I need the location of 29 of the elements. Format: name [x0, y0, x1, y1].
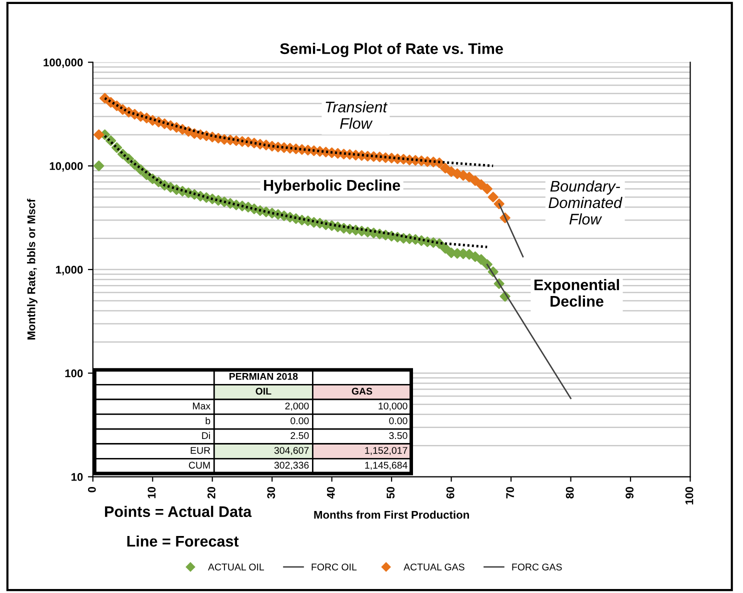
- x-tick-label: 10: [148, 486, 156, 498]
- chart-title: Semi-Log Plot of Rate vs. Time: [280, 42, 503, 58]
- x-tick-label: 20: [207, 486, 216, 498]
- legend-label: FORC OIL: [312, 564, 357, 570]
- x-tick-label: 0: [88, 486, 96, 492]
- legend-label: FORC GAS: [512, 564, 562, 570]
- text: Points = Actual Data: [105, 506, 252, 518]
- x-tick-label: 100: [685, 486, 694, 504]
- x-axis-title: Months from First Production: [314, 510, 469, 519]
- annotation: Transient Flow: [326, 101, 388, 129]
- y-axis-title: Monthly Rate, bbls or Mscf: [27, 198, 38, 340]
- text: Line = Forecast: [127, 535, 239, 547]
- y-tick-label: 100: [65, 369, 83, 378]
- x-tick-label: 50: [386, 486, 395, 499]
- x-tick-label: 30: [267, 486, 276, 499]
- annotation: Hyberbolic Decline: [264, 179, 400, 194]
- y-tick-label: 10: [71, 473, 83, 481]
- x-tick-label: 60: [446, 486, 454, 498]
- y-tick-label: 10,000: [50, 162, 83, 172]
- annotation: Exponential Decline: [534, 279, 619, 307]
- legend-label: ACTUAL OIL: [208, 564, 264, 570]
- legend-label: ACTUAL GAS: [404, 564, 464, 570]
- x-tick-label: 80: [566, 486, 574, 498]
- x-tick-label: 40: [326, 486, 335, 499]
- y-tick-label: 1,000: [56, 266, 83, 276]
- x-tick-label: 70: [506, 486, 514, 498]
- x-tick-label: 90: [626, 486, 634, 498]
- y-tick-label: 100,000: [44, 58, 83, 68]
- annotation: Boundary- Dominated Flow: [548, 180, 622, 225]
